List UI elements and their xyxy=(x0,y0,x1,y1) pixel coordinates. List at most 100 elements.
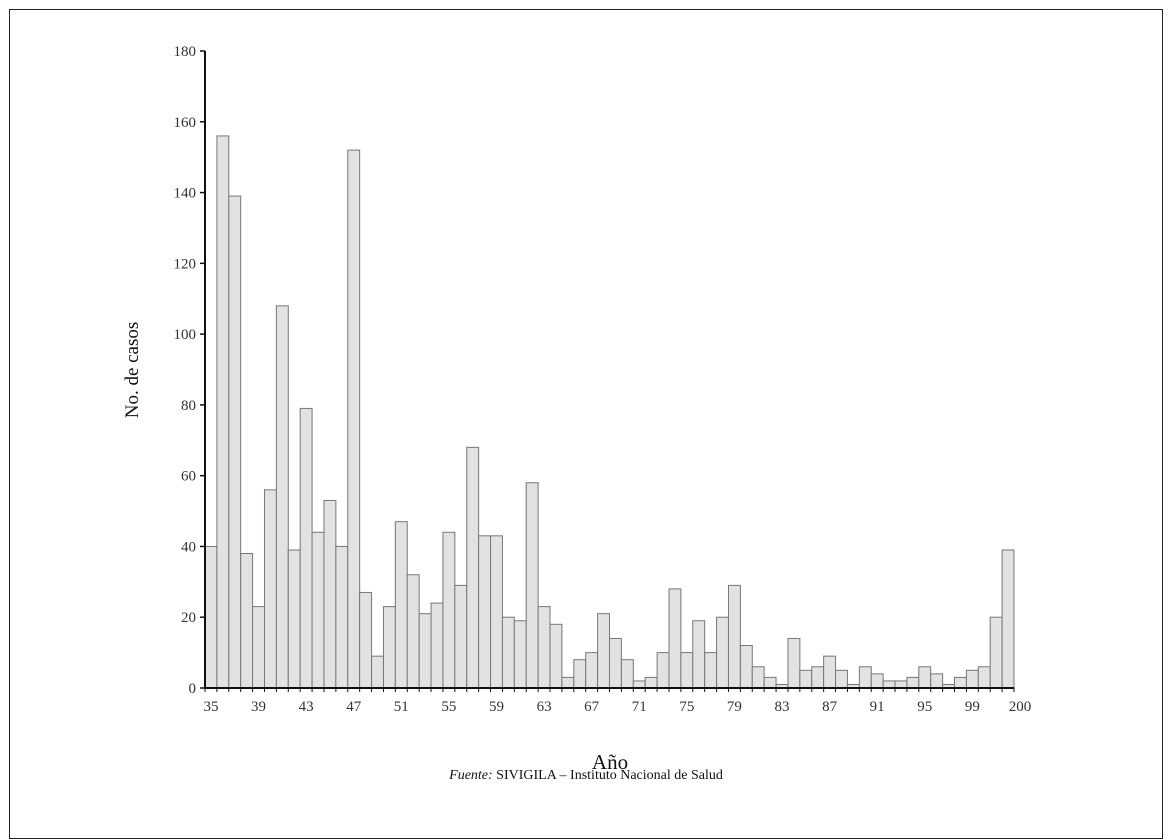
bar-91 xyxy=(870,673,884,689)
bar-59 xyxy=(490,535,503,689)
bar-86 xyxy=(811,666,825,689)
bar-64 xyxy=(549,623,563,689)
x-tick-label-75: 75 xyxy=(679,699,694,715)
bar-88 xyxy=(835,669,848,689)
x-axis: 35 39 43 47 51 55 59 63 67 71 75 79 83 87 91 95 99 200 xyxy=(203,687,1032,715)
bar-81 xyxy=(751,666,765,689)
x-tick-label-87: 87 xyxy=(822,699,838,715)
bar-41 xyxy=(275,305,289,689)
x-tick-label-51: 51 xyxy=(394,699,409,715)
bar-57 xyxy=(466,446,480,689)
y-axis: 0 20 40 60 80 100 120 140 160 180 xyxy=(174,44,206,697)
bar-42 xyxy=(287,549,301,689)
bar-02 xyxy=(1001,549,1015,689)
bar-70 xyxy=(620,659,634,689)
bar-00 xyxy=(977,666,991,689)
bar-44 xyxy=(311,531,325,689)
bar-65 xyxy=(561,676,575,689)
bar-40 xyxy=(263,489,277,689)
y-tick-label-180: 180 xyxy=(174,44,197,60)
bar-96 xyxy=(930,673,944,689)
source-text: SIVIGILA – Instituto Nacional de Salud xyxy=(496,768,723,783)
bar-92 xyxy=(882,680,896,689)
bar-85 xyxy=(799,669,813,689)
bar-49 xyxy=(371,655,384,689)
x-tick-label-55: 55 xyxy=(441,699,456,715)
bar-38 xyxy=(240,553,254,689)
bar-54 xyxy=(430,602,444,689)
bar-60 xyxy=(501,616,515,689)
x-tick-label-79: 79 xyxy=(727,699,742,715)
bar-62 xyxy=(525,482,539,689)
x-tick-label-200: 200 xyxy=(1009,699,1032,715)
bar-98 xyxy=(954,676,967,689)
bar-45 xyxy=(323,499,337,689)
bar-68 xyxy=(597,613,610,689)
bar-76 xyxy=(692,620,706,689)
bar-48 xyxy=(359,591,373,689)
bar-69 xyxy=(609,637,622,689)
x-axis-title: Año xyxy=(592,750,628,774)
bar-71 xyxy=(632,680,646,689)
bar-61 xyxy=(513,620,527,689)
bar-87 xyxy=(823,655,837,689)
bar-47 xyxy=(347,149,361,689)
bar-53 xyxy=(418,613,432,689)
x-tick-label-47: 47 xyxy=(346,699,362,715)
x-tick-label-95: 95 xyxy=(917,699,932,715)
bar-80 xyxy=(739,645,753,689)
x-tick-label-59: 59 xyxy=(489,699,504,715)
bar-01 xyxy=(989,616,1003,689)
y-tick-label-0: 0 xyxy=(189,681,197,697)
x-tick-label-63: 63 xyxy=(537,699,552,715)
x-tick-label-99: 99 xyxy=(965,699,980,715)
y-tick-label-20: 20 xyxy=(181,610,196,626)
bar-55 xyxy=(442,531,456,689)
y-tick-label-140: 140 xyxy=(174,186,197,202)
bar-43 xyxy=(299,407,313,689)
y-axis-title: No. de casos xyxy=(122,322,143,419)
x-tick-label-43: 43 xyxy=(299,699,314,715)
y-tick-label-120: 120 xyxy=(174,256,197,272)
bar-72 xyxy=(644,676,658,689)
bar-39 xyxy=(252,606,265,689)
bar-46 xyxy=(335,545,349,689)
bar-94 xyxy=(906,676,920,689)
x-tick-label-71: 71 xyxy=(632,699,647,715)
bar-52 xyxy=(406,574,420,689)
bar-67 xyxy=(585,652,599,689)
x-tick-label-67: 67 xyxy=(584,699,600,715)
y-tick-label-100: 100 xyxy=(174,327,197,343)
bar-56 xyxy=(454,584,468,689)
x-tick-label-83: 83 xyxy=(775,699,790,715)
bar-35 xyxy=(204,545,218,689)
bar-77 xyxy=(704,652,718,689)
bar-79 xyxy=(727,584,741,689)
bar-36 xyxy=(216,135,230,689)
bar-84 xyxy=(787,637,801,689)
x-tick-label-39: 39 xyxy=(251,699,266,715)
y-tick-label-80: 80 xyxy=(181,398,196,414)
bars-group xyxy=(204,135,1015,689)
bar-95 xyxy=(918,666,932,689)
bar-63 xyxy=(537,606,551,689)
bar-99 xyxy=(965,669,979,689)
y-tick-label-40: 40 xyxy=(181,539,196,555)
bar-73 xyxy=(656,652,670,689)
bar-50 xyxy=(382,606,396,689)
bar-82 xyxy=(763,676,777,689)
bar-51 xyxy=(394,521,408,689)
y-tick-label-160: 160 xyxy=(174,115,197,131)
bar-75 xyxy=(680,652,694,689)
source-note: Fuente: SIVIGILA – Instituto Nacional de… xyxy=(0,768,1172,784)
figure-frame xyxy=(9,9,1163,839)
bar-58 xyxy=(478,535,492,689)
bar-78 xyxy=(716,616,729,689)
bar-74 xyxy=(668,588,682,689)
bar-66 xyxy=(573,659,587,689)
bar-90 xyxy=(858,666,872,689)
x-tick-label-91: 91 xyxy=(870,699,885,715)
source-label: Fuente: xyxy=(449,768,493,783)
bar-37 xyxy=(228,195,242,689)
